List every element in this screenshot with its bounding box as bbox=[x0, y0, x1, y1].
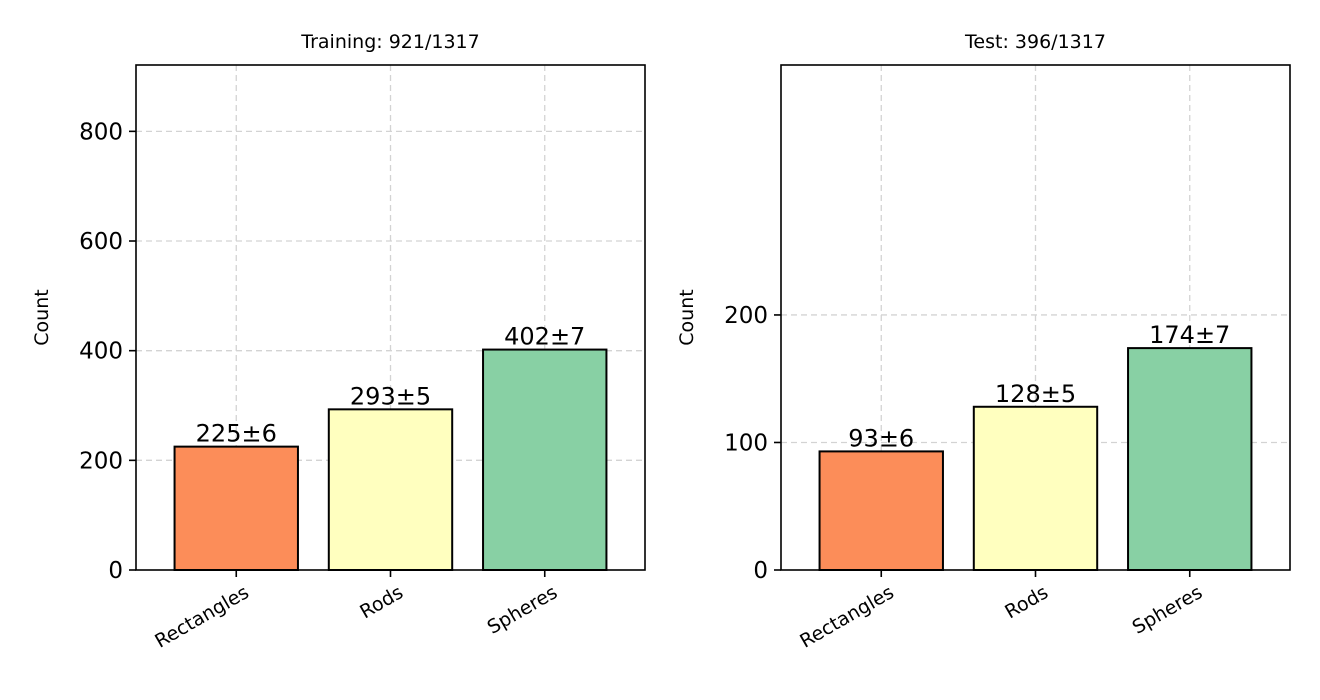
training-bar-label-spheres: 402±7 bbox=[504, 323, 585, 351]
training-ytick-label-1: 200 bbox=[79, 448, 123, 474]
test-ytick-label-2: 200 bbox=[724, 303, 768, 329]
test-bar-spheres bbox=[1127, 347, 1253, 571]
training-ytick-label-2: 400 bbox=[79, 339, 123, 365]
training-bar-label-rods: 293±5 bbox=[350, 382, 431, 410]
training-grid bbox=[136, 65, 645, 570]
test-bar-rods bbox=[972, 405, 1099, 571]
training-ytick-label-3: 600 bbox=[79, 229, 123, 255]
training-bar-rods bbox=[327, 408, 454, 571]
test-ylabel: Count bbox=[676, 289, 698, 345]
test-title: Test: 396/1317 bbox=[964, 31, 1106, 53]
test-bar-rectangles bbox=[818, 450, 944, 572]
training-ylabel: Count bbox=[31, 289, 53, 345]
test-ytick-label-0: 0 bbox=[753, 558, 768, 584]
test-ytick-label-1: 100 bbox=[724, 430, 768, 456]
test-bar-label-rectangles: 93±6 bbox=[848, 424, 914, 452]
test-bar-label-rods: 128±5 bbox=[995, 380, 1076, 408]
test-bar-label-spheres: 174±7 bbox=[1149, 321, 1230, 349]
training-bar-rectangles bbox=[173, 445, 299, 571]
training-ytick-label-0: 0 bbox=[108, 558, 123, 584]
training-bar-spheres bbox=[482, 348, 608, 571]
training-title: Training: 921/1317 bbox=[300, 31, 479, 53]
training-ytick-label-4: 800 bbox=[79, 119, 123, 145]
training-bar-label-rectangles: 225±6 bbox=[196, 420, 277, 448]
